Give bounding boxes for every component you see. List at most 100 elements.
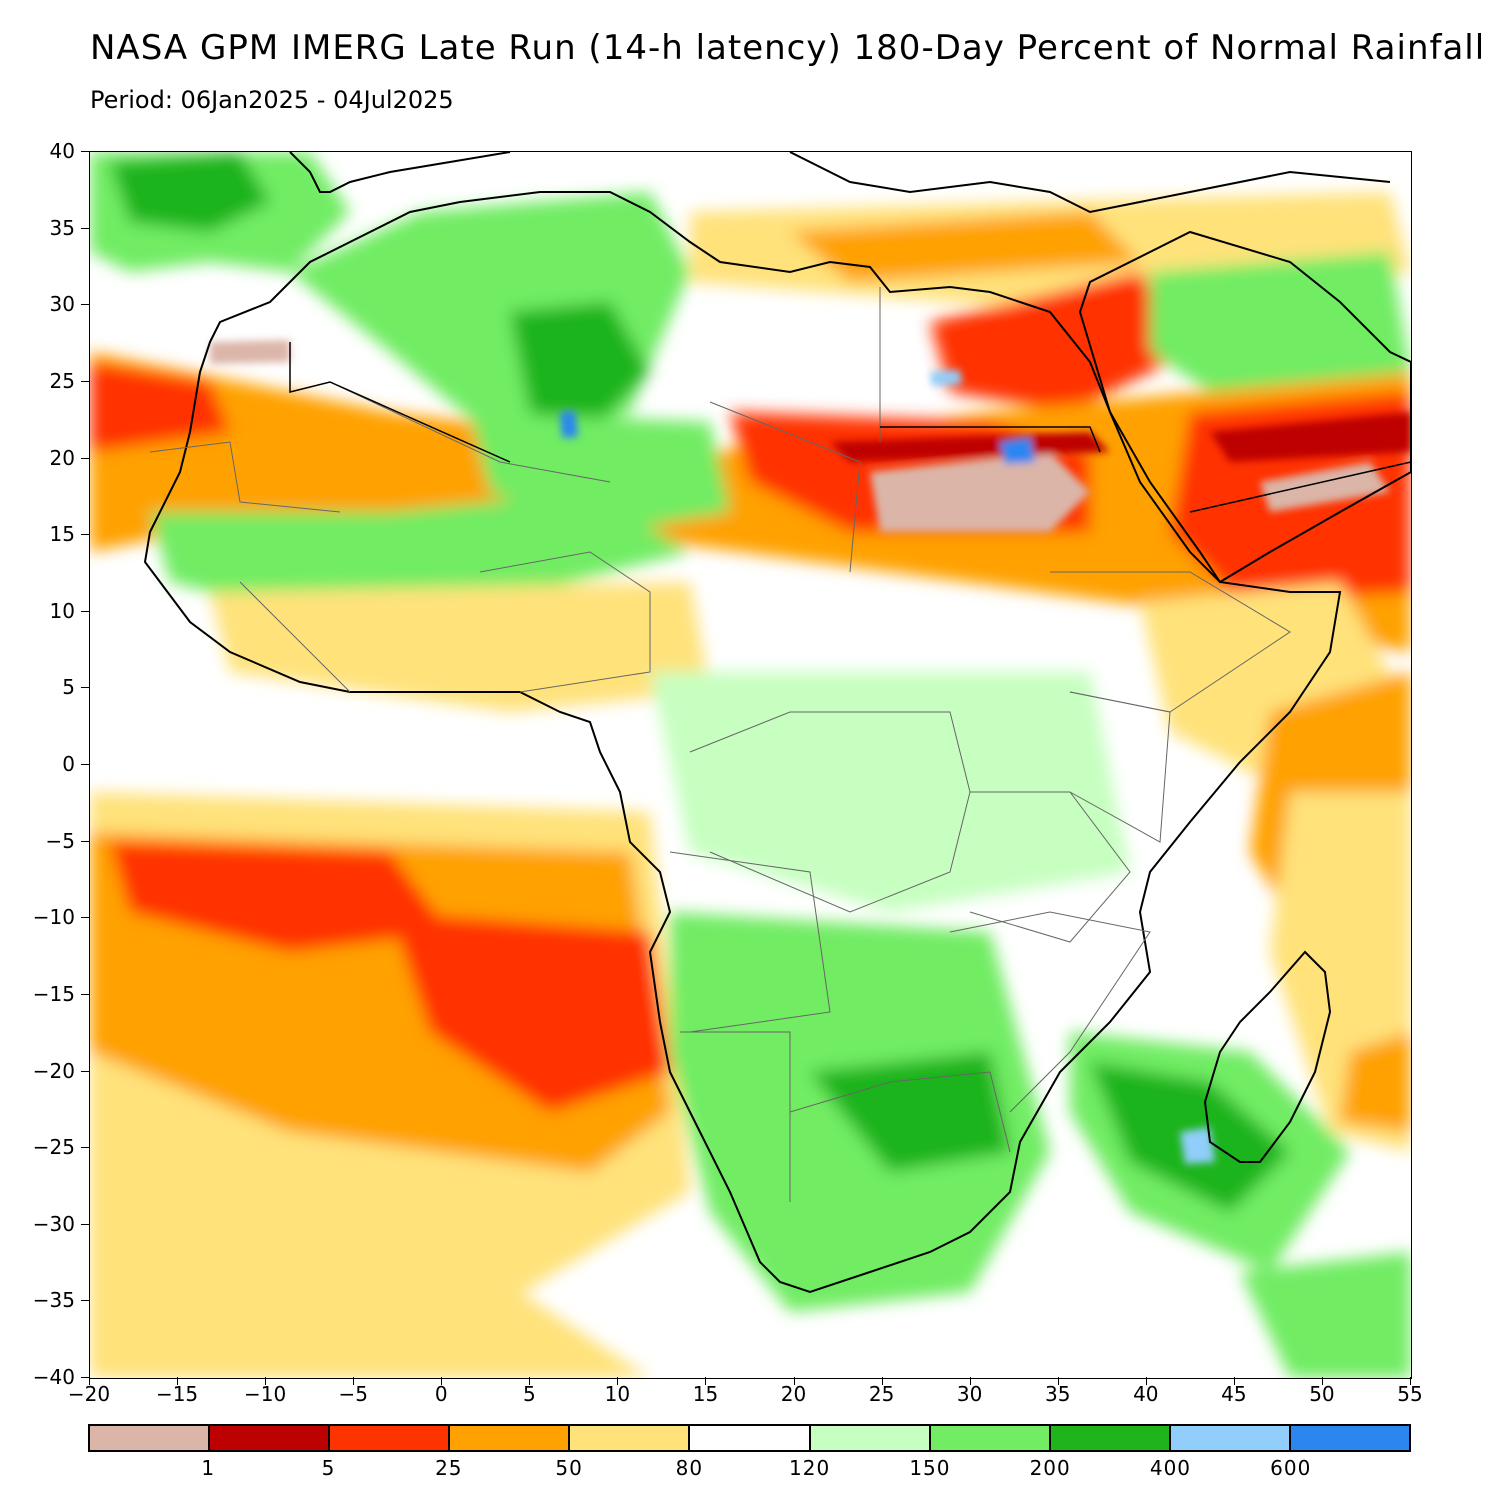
y-tick-label: 5 bbox=[62, 675, 75, 700]
field-orange-north bbox=[790, 212, 1140, 282]
x-tick-mark bbox=[705, 1377, 707, 1385]
y-tick-mark bbox=[81, 840, 89, 842]
field-red-sahel-west bbox=[90, 362, 230, 452]
border-mauritania-algeria bbox=[289, 342, 511, 463]
y-tick-label: 15 bbox=[49, 522, 75, 547]
x-tick-mark bbox=[89, 1377, 90, 1385]
x-tick-label: 50 bbox=[1309, 1382, 1335, 1406]
legend-swatch bbox=[210, 1426, 331, 1450]
field-green-southeast bbox=[1240, 1252, 1411, 1378]
map-title: NASA GPM IMERG Late Run (14-h latency) 1… bbox=[90, 28, 1500, 68]
legend-swatch bbox=[690, 1426, 811, 1450]
x-tick-label: 10 bbox=[604, 1382, 631, 1406]
x-tick-mark bbox=[1321, 1377, 1323, 1385]
legend-label: 80 bbox=[675, 1456, 704, 1480]
border-mozambique bbox=[949, 911, 1151, 1113]
legend-swatch bbox=[1050, 1426, 1171, 1450]
border-libya-chad bbox=[709, 401, 861, 463]
legend-swatch bbox=[1170, 1426, 1291, 1450]
border-tanzania bbox=[969, 791, 1131, 943]
y-tick-label: −30 bbox=[32, 1211, 75, 1236]
field-yellow-southern-ocean bbox=[90, 1252, 650, 1378]
x-tick-mark bbox=[1057, 1377, 1059, 1385]
legend-swatch bbox=[1290, 1426, 1410, 1450]
y-tick-mark bbox=[81, 764, 89, 765]
y-tick-label: −5 bbox=[45, 828, 75, 853]
border-sudan-chad bbox=[849, 461, 861, 573]
x-tick-label: 55 bbox=[1397, 1382, 1423, 1406]
border-mauritania bbox=[149, 441, 341, 513]
y-tick-mark bbox=[81, 1223, 89, 1225]
africa-coastline bbox=[143, 191, 1342, 1294]
field-darkgreen-southern-africa bbox=[810, 1052, 1010, 1172]
y-tick-mark bbox=[81, 917, 89, 919]
x-tick-label: 5 bbox=[522, 1382, 536, 1406]
x-tick-label: 45 bbox=[1221, 1382, 1247, 1406]
border-west-africa bbox=[239, 581, 351, 693]
border-mali-niger bbox=[329, 381, 611, 483]
field-orange-east-indian-patch bbox=[1340, 1032, 1411, 1132]
field-lightblue-libya bbox=[930, 370, 962, 386]
border-kenya bbox=[1069, 691, 1171, 843]
x-tick-label: 15 bbox=[692, 1382, 719, 1406]
field-red-egypt bbox=[930, 272, 1190, 412]
y-tick-label: −15 bbox=[32, 981, 75, 1006]
y-tick-mark bbox=[81, 687, 89, 689]
x-tick-mark bbox=[617, 1377, 619, 1385]
x-tick-label: 30 bbox=[956, 1382, 983, 1406]
legend-swatch bbox=[450, 1426, 571, 1450]
y-tick-label: −35 bbox=[32, 1288, 75, 1313]
x-tick-label: 20 bbox=[780, 1382, 807, 1406]
field-darkgreen-algeria bbox=[510, 302, 650, 432]
x-tick-mark bbox=[529, 1377, 531, 1385]
x-tick-label: 35 bbox=[1044, 1382, 1071, 1406]
border-nigeria bbox=[479, 551, 651, 693]
x-tick-mark bbox=[793, 1377, 795, 1385]
legend-label: 50 bbox=[555, 1456, 583, 1480]
legend-label: 150 bbox=[909, 1456, 951, 1480]
x-tick-mark bbox=[177, 1377, 179, 1385]
border-sudan-libya bbox=[880, 426, 1101, 453]
rainfall-field bbox=[90, 152, 1411, 1378]
legend-swatch bbox=[90, 1426, 211, 1450]
field-red-south-atlantic-1 bbox=[110, 842, 450, 952]
country-borders bbox=[149, 287, 1291, 1202]
x-tick-mark bbox=[1233, 1377, 1235, 1385]
x-tick-mark bbox=[441, 1377, 443, 1385]
x-tick-label: 40 bbox=[1133, 1382, 1159, 1406]
rainfall-field-detail bbox=[210, 340, 1411, 1164]
y-tick-mark bbox=[81, 1300, 89, 1302]
y-tick-label: 0 bbox=[62, 752, 75, 776]
field-blue-algeria bbox=[560, 410, 578, 438]
legend-swatch bbox=[810, 1426, 931, 1450]
field-lightgreen-congo bbox=[650, 672, 1130, 912]
europe-coastline bbox=[289, 152, 511, 193]
field-darkgreen-northwest bbox=[110, 152, 270, 232]
y-tick-label: 30 bbox=[49, 292, 75, 317]
rainfall-map bbox=[90, 152, 1411, 1378]
legend-swatch bbox=[570, 1426, 691, 1450]
x-tick-label: −15 bbox=[155, 1382, 199, 1406]
legend-label: 120 bbox=[789, 1456, 831, 1480]
legend-label: 200 bbox=[1029, 1456, 1071, 1480]
x-tick-label: −5 bbox=[338, 1382, 368, 1406]
x-tick-label: −10 bbox=[244, 1382, 287, 1406]
eastern-med-coastline bbox=[789, 152, 1391, 214]
legend-swatch bbox=[930, 1426, 1051, 1450]
y-tick-mark bbox=[81, 1147, 89, 1149]
field-green-west-africa bbox=[150, 492, 690, 612]
field-yellow-guinea bbox=[210, 582, 710, 712]
field-lightblue-madagascar bbox=[1180, 1127, 1215, 1164]
y-tick-label: 25 bbox=[49, 368, 75, 393]
y-tick-mark bbox=[81, 1377, 89, 1378]
border-angola bbox=[669, 851, 831, 1033]
y-tick-mark bbox=[81, 227, 89, 229]
y-tick-mark bbox=[81, 993, 89, 995]
y-tick-label: −25 bbox=[32, 1135, 75, 1160]
y-tick-mark bbox=[81, 151, 89, 152]
legend-swatch bbox=[330, 1426, 451, 1450]
field-darkred-sudan bbox=[830, 432, 1110, 462]
x-tick-label: −20 bbox=[67, 1382, 111, 1406]
x-tick-mark bbox=[353, 1377, 355, 1385]
x-tick-mark bbox=[1410, 1377, 1411, 1385]
